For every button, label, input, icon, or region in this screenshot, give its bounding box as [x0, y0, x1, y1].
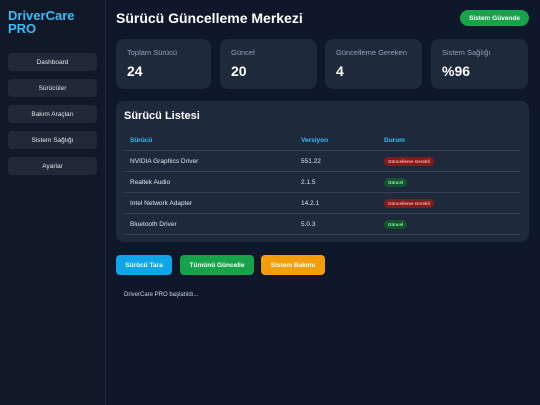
driver-status-cell: Güncel: [384, 214, 408, 234]
update-all-button[interactable]: Tümünü Güncelle: [180, 255, 254, 275]
stat-value: 4: [336, 63, 344, 79]
column-header: Versiyon: [301, 136, 329, 144]
driver-status-cell: Güncelleme Gerekli: [384, 193, 435, 213]
stat-label: Güncelleme Gereken: [336, 48, 407, 57]
stat-label: Toplam Sürücü: [127, 48, 178, 57]
nav-item[interactable]: Ayarlar: [8, 157, 97, 175]
table-row: Realtek Audio 2.1.5 Güncel: [124, 172, 520, 193]
driver-name: NVIDIA Graphics Driver: [130, 157, 199, 165]
log-output: DriverCare PRO başlatıldı...: [124, 292, 199, 298]
scan-button[interactable]: Sürücü Tara: [116, 255, 172, 275]
driver-panel: Sürücü Listesi Sürücü Versiyon Durum NVI…: [116, 101, 529, 242]
status-badge: Sistem Güvende: [460, 10, 529, 26]
stat-card: Toplam Sürücü 24: [116, 39, 211, 89]
table-row: Intel Network Adapter 14.2.1 Güncelleme …: [124, 193, 520, 214]
driver-status-cell: Güncel: [384, 172, 408, 192]
driver-version: 2.1.5: [301, 178, 316, 186]
driver-status-cell: Güncelleme Gerekli: [384, 151, 435, 171]
nav-item[interactable]: Dashboard: [8, 53, 97, 71]
driver-status: Güncel: [384, 177, 408, 187]
table-row: NVIDIA Graphics Driver 551.22 Güncelleme…: [124, 151, 520, 172]
column-header: Durum: [384, 136, 405, 144]
stat-card: Sistem Sağlığı %96: [431, 39, 528, 89]
stat-card: Güncel 20: [220, 39, 317, 89]
panel-title: Sürücü Listesi: [124, 110, 200, 122]
table-row: Bluetooth Driver 5.0.3 Güncel: [124, 214, 520, 235]
driver-name: Realtek Audio: [130, 178, 171, 186]
table-header: Sürücü Versiyon Durum: [124, 130, 520, 151]
column-header: Sürücü: [130, 136, 153, 144]
stat-value: 24: [127, 63, 143, 79]
page-title: Sürücü Güncelleme Merkezi: [116, 10, 303, 26]
stat-card: Güncelleme Gereken 4: [325, 39, 422, 89]
nav-item[interactable]: Sürücüler: [8, 79, 97, 97]
driver-version: 14.2.1: [301, 199, 320, 207]
maintenance-button[interactable]: Sistem Bakımı: [261, 255, 325, 275]
stat-value: 20: [231, 63, 247, 79]
driver-name: Intel Network Adapter: [130, 199, 193, 207]
stat-label: Güncel: [231, 48, 255, 57]
driver-status: Güncelleme Gerekli: [384, 198, 435, 208]
nav-item[interactable]: Bakım Araçları: [8, 105, 97, 123]
brand: DriverCare PRO: [8, 8, 75, 36]
driver-status: Güncelleme Gerekli: [384, 156, 435, 166]
driver-version: 551.22: [301, 157, 321, 165]
nav-item[interactable]: Sistem Sağlığı: [8, 131, 97, 149]
driver-status: Güncel: [384, 219, 408, 229]
driver-name: Bluetooth Driver: [130, 220, 177, 228]
driver-version: 5.0.3: [301, 220, 316, 228]
stat-label: Sistem Sağlığı: [442, 48, 491, 57]
sidebar: DriverCare PRO Dashboard Sürücüler Bakım…: [0, 0, 106, 405]
stat-value: %96: [442, 63, 471, 79]
